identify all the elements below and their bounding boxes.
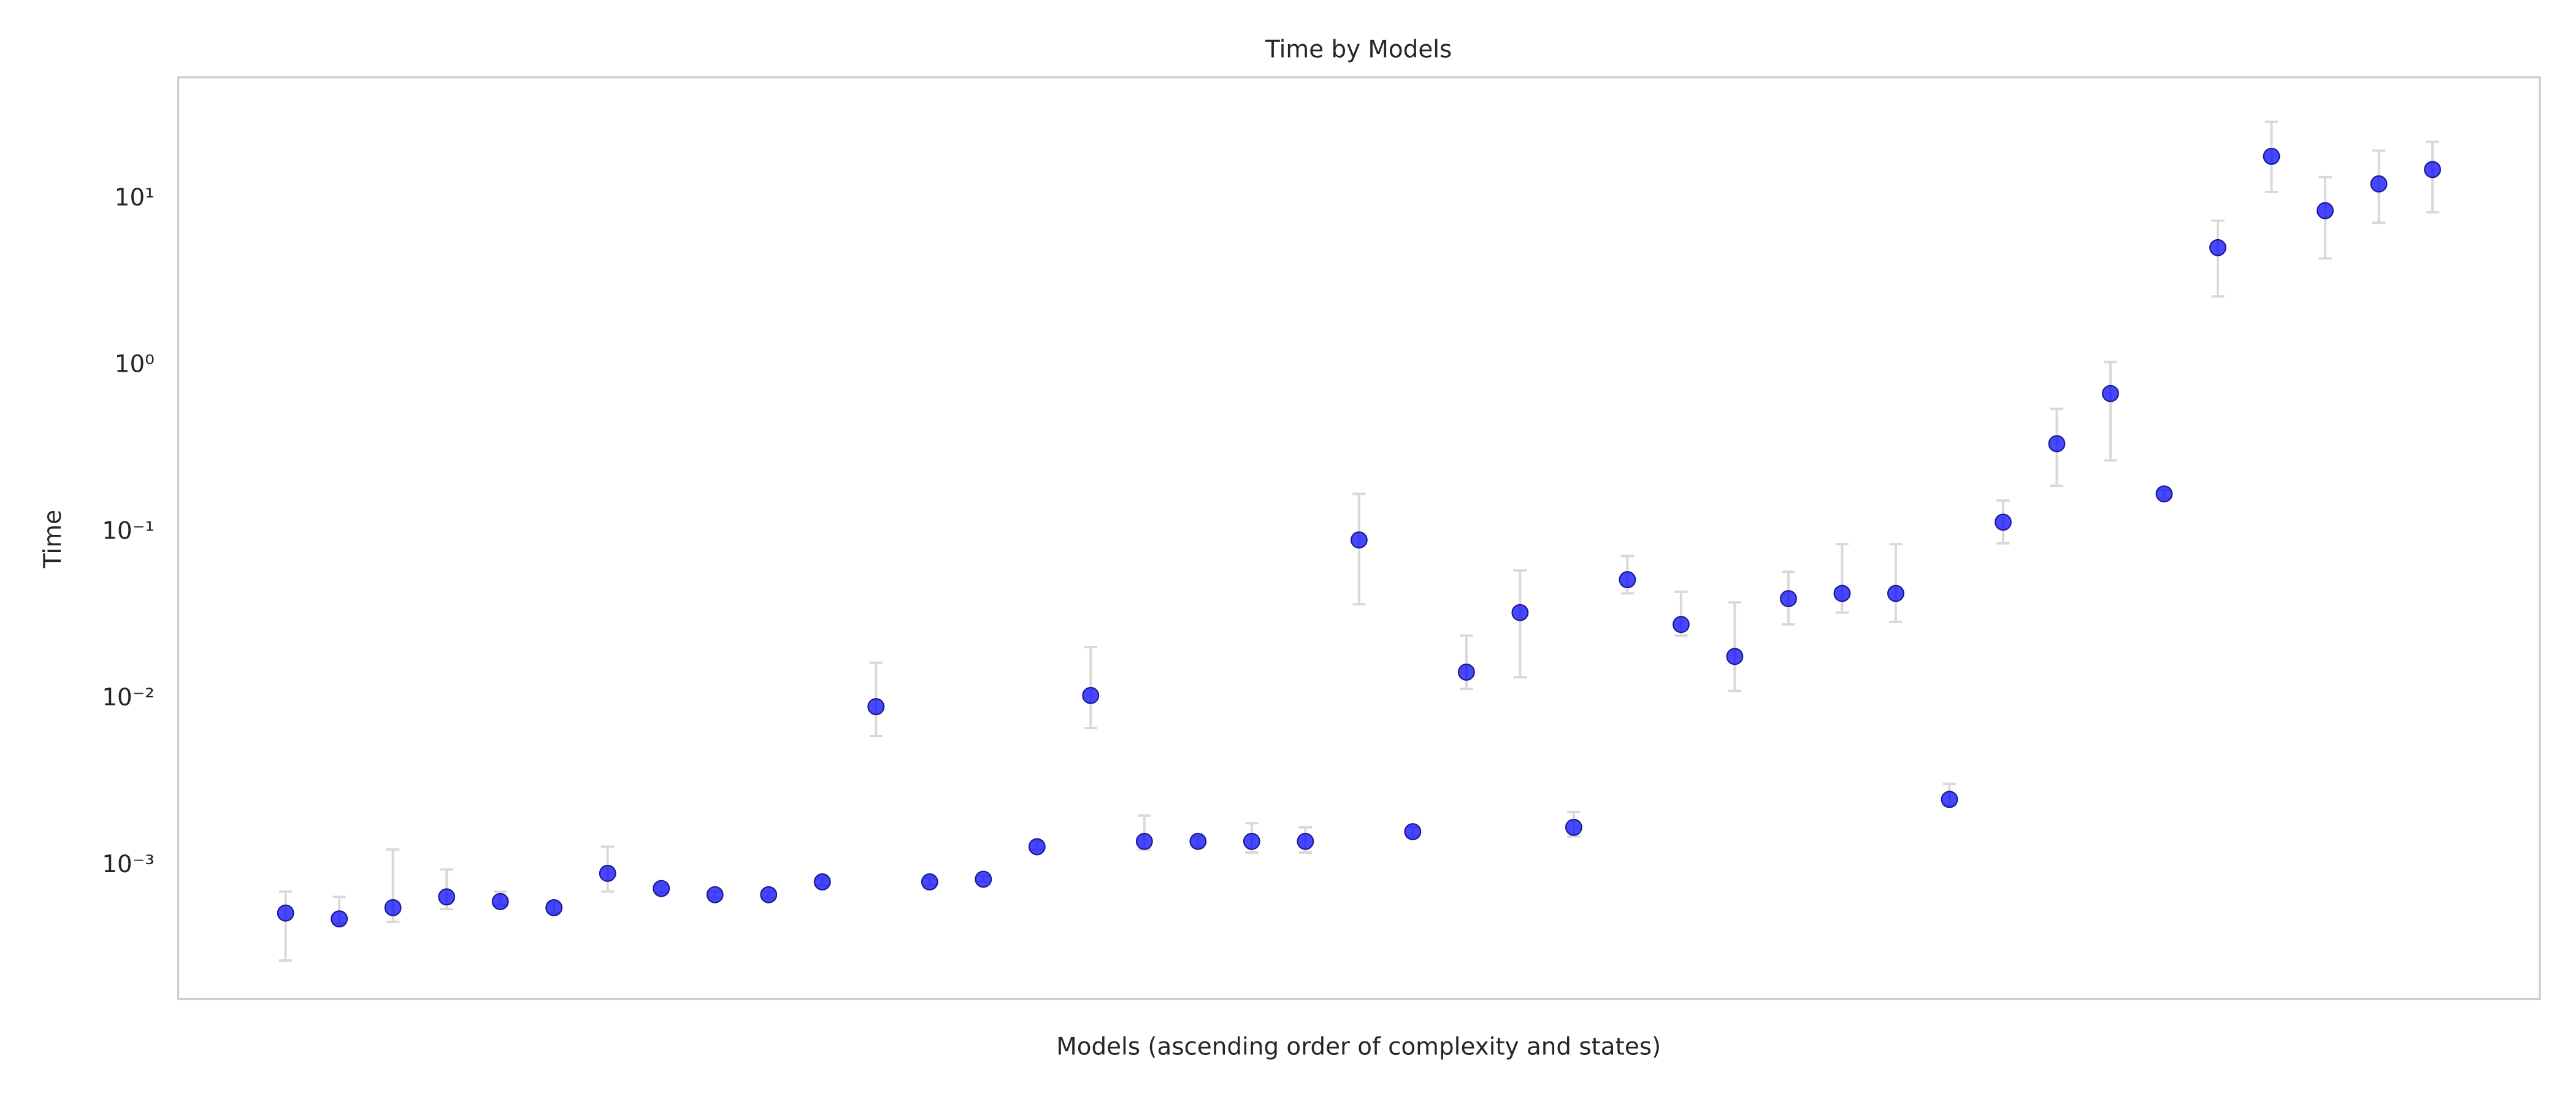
data-point <box>1619 571 1636 589</box>
data-point <box>813 873 831 891</box>
data-point <box>867 698 885 716</box>
data-point <box>2155 485 2173 503</box>
error-bar <box>2211 219 2225 298</box>
data-point <box>1511 604 1529 621</box>
error-bar <box>278 890 293 962</box>
data-point <box>1941 791 1958 808</box>
y-tick-label: 10¹ <box>115 184 155 212</box>
data-point <box>491 892 509 910</box>
error-bar <box>1460 634 1473 691</box>
data-point <box>2317 202 2334 220</box>
y-axis-label: Time <box>39 510 67 569</box>
data-point <box>545 899 563 916</box>
data-point <box>438 888 456 906</box>
data-point <box>760 886 778 903</box>
x-axis-label: Models (ascending order of complexity an… <box>1056 1033 1661 1060</box>
data-point <box>2209 239 2226 256</box>
data-point <box>921 873 938 891</box>
error-bar <box>1835 543 1849 614</box>
data-point <box>1135 832 1153 850</box>
y-tick-label: 10⁻² <box>102 684 154 711</box>
data-point <box>1404 823 1422 840</box>
data-point <box>1995 513 2012 531</box>
data-point <box>1457 663 1475 681</box>
data-point <box>2424 161 2441 178</box>
data-point <box>1887 585 1904 602</box>
error-bar <box>1889 543 1903 624</box>
data-point <box>2048 435 2066 453</box>
data-point <box>706 886 724 903</box>
y-tick-label: 10⁻¹ <box>102 517 154 545</box>
error-bar <box>1352 493 1366 606</box>
data-point <box>277 904 294 922</box>
data-point <box>1350 531 1368 549</box>
data-point <box>1243 832 1260 850</box>
data-point <box>1028 838 1046 856</box>
data-point <box>1565 818 1582 836</box>
y-tick-label: 10⁻³ <box>102 851 154 878</box>
data-point <box>1189 832 1207 850</box>
data-point <box>384 899 402 916</box>
data-point <box>1297 832 1314 850</box>
data-point <box>599 865 616 882</box>
data-point <box>1726 648 1744 665</box>
error-bar <box>1513 569 1527 679</box>
data-point <box>331 910 348 928</box>
chart-title: Time by Models <box>1265 36 1452 64</box>
error-bar <box>1728 601 1742 692</box>
data-point <box>1833 585 1851 602</box>
y-tick-label: 10⁰ <box>115 351 155 378</box>
data-point <box>2370 175 2388 193</box>
data-point <box>1082 687 1100 704</box>
data-point <box>1672 616 1690 634</box>
data-point <box>1780 590 1797 607</box>
error-bar <box>2104 361 2117 462</box>
data-point <box>653 880 670 897</box>
data-point <box>2263 147 2280 165</box>
data-point <box>2102 385 2119 402</box>
data-point <box>975 870 992 888</box>
plot-frame <box>177 76 2541 1000</box>
